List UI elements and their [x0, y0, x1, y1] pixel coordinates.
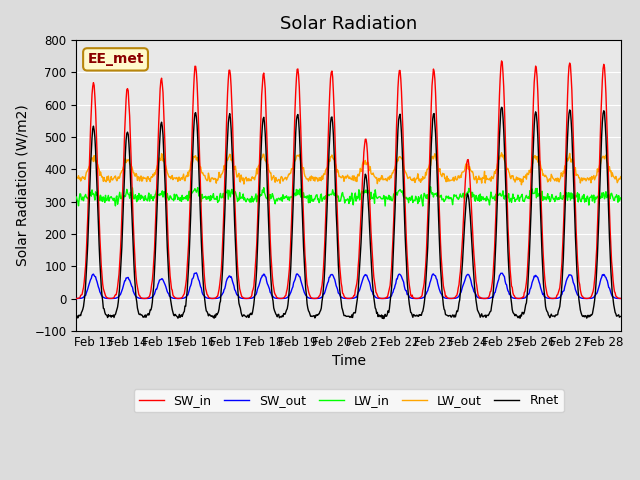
LW_in: [617, 195, 625, 201]
Rnet: [380, 316, 388, 322]
LW_out: [237, 179, 244, 185]
LW_in: [284, 197, 292, 203]
LW_in: [264, 196, 271, 202]
Line: LW_in: LW_in: [76, 187, 621, 206]
LW_out: [404, 175, 412, 180]
SW_out: [406, 294, 413, 300]
SW_out: [237, 295, 245, 301]
Rnet: [406, 301, 413, 307]
Legend: SW_in, SW_out, LW_in, LW_out, Rnet: SW_in, SW_out, LW_in, LW_out, Rnet: [134, 389, 564, 412]
SW_out: [136, 296, 144, 301]
SW_in: [404, 275, 412, 281]
SW_in: [237, 288, 244, 294]
LW_out: [435, 168, 443, 174]
SW_in: [72, 296, 80, 301]
Rnet: [436, 249, 444, 255]
SW_in: [498, 58, 506, 64]
LW_out: [518, 182, 525, 188]
LW_in: [419, 203, 427, 209]
LW_in: [404, 200, 412, 205]
Rnet: [264, 186, 271, 192]
Rnet: [284, 302, 292, 308]
SW_in: [264, 149, 271, 155]
LW_in: [237, 196, 244, 202]
Rnet: [617, 313, 625, 319]
LW_in: [72, 194, 80, 200]
Rnet: [72, 315, 80, 321]
SW_out: [193, 270, 200, 276]
LW_out: [72, 175, 80, 181]
LW_in: [427, 184, 435, 190]
Line: LW_out: LW_out: [76, 153, 621, 185]
SW_out: [285, 293, 292, 299]
LW_in: [136, 197, 144, 203]
Text: EE_met: EE_met: [87, 52, 144, 66]
LW_out: [617, 174, 625, 180]
LW_out: [264, 162, 271, 168]
SW_in: [617, 296, 625, 301]
Line: SW_out: SW_out: [76, 273, 621, 299]
LW_out: [136, 174, 144, 180]
Y-axis label: Solar Radiation (W/m2): Solar Radiation (W/m2): [15, 105, 29, 266]
LW_in: [436, 193, 444, 199]
SW_out: [436, 288, 444, 293]
SW_in: [435, 201, 443, 207]
LW_out: [498, 150, 506, 156]
SW_out: [264, 282, 272, 288]
Line: SW_in: SW_in: [76, 61, 621, 299]
SW_out: [72, 296, 80, 301]
X-axis label: Time: Time: [332, 354, 365, 368]
Rnet: [498, 104, 506, 110]
Rnet: [136, 311, 144, 317]
Title: Solar Radiation: Solar Radiation: [280, 15, 417, 33]
SW_out: [617, 296, 625, 301]
SW_in: [284, 281, 292, 287]
LW_out: [284, 174, 292, 180]
Line: Rnet: Rnet: [76, 107, 621, 319]
SW_in: [136, 294, 144, 300]
Rnet: [237, 305, 244, 311]
